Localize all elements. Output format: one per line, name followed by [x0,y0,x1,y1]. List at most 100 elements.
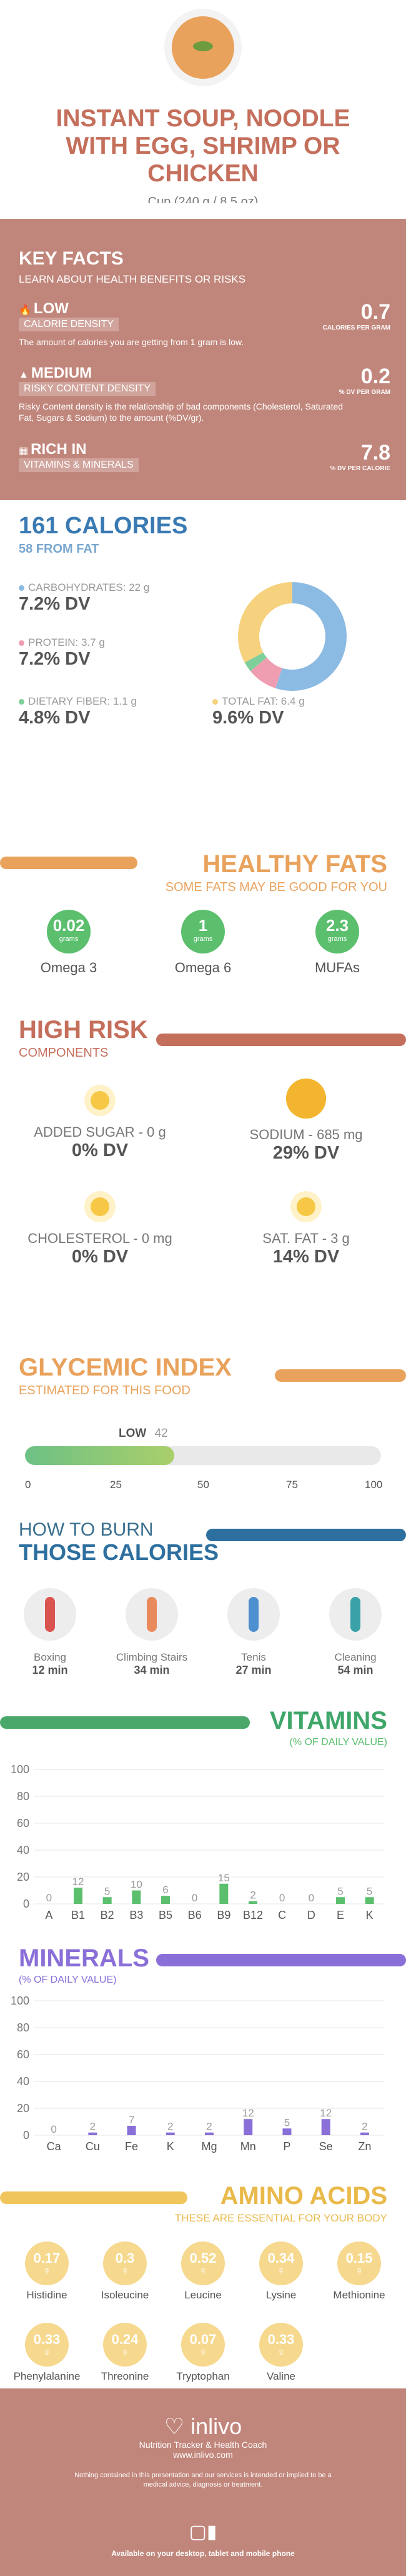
bar-Fe [127,2125,136,2135]
bar-K [166,2132,175,2135]
glycemic-title: GLYCEMIC INDEX [19,1354,232,1381]
bar-value-label: 0 [192,1892,197,1904]
decor-wave [206,1529,406,1541]
amino-value: 0.17 [33,2250,61,2266]
x-tick-label: P [283,2140,290,2153]
bar-Cu [88,2132,97,2135]
rich-in-value: 7.8 [360,441,390,465]
minerals-title: MINERALS [19,1945,149,1972]
y-tick-label: 60 [17,1817,29,1829]
minerals-section: MINERALS (% OF DAILY VALUE) 0 20 40 60 80 100… [0,1945,406,2182]
amino-circle: 0.15 g [337,2241,381,2285]
omega6-circle: 1 grams [181,910,225,953]
x-tick-label: Mg [201,2140,217,2153]
rich-in-row: ▦ RICH IN VITAMINS & MINERALS 7.8% DV PER… [19,441,390,472]
healthy-fats-section: HEALTHY FATS SOME FATS MAY BE GOOD FOR Y… [0,850,406,1016]
fat-dot [212,699,218,705]
added-sugar-item: ADDED SUGAR - 0 g 0% DV [16,1085,184,1161]
amino-value: 0.33 [33,2332,61,2347]
sodium-label: SODIUM - 685 mg [249,1127,363,1142]
glycemic-level: LOW [119,1427,147,1440]
amino-leucine: 0.52 g Leucine [169,2241,237,2302]
bar-value-label: 5 [337,1885,343,1897]
omega3-label: Omega 3 [40,960,97,975]
y-tick-label: 80 [17,1790,29,1803]
bar-value-label: 5 [367,1885,372,1897]
amino-value: 0.52 [189,2250,217,2266]
carbs-dv: 7.2% DV [19,594,91,614]
amino-label: Tryptophan [176,2370,230,2382]
gi-tick-25: 25 [110,1479,122,1491]
amino-value: 0.24 [111,2332,139,2347]
x-tick-label: E [337,1909,344,1921]
sodium-dv: 29% DV [272,1143,340,1163]
y-tick-label: 80 [17,2021,29,2034]
footer-tagline: Nutrition Tracker & Health Coach [139,2440,267,2450]
tennis-label: Tenis [241,1651,266,1663]
stairs-minutes: 34 min [134,1664,170,1676]
calorie-density-level: LOW [33,300,69,317]
amino-unit: g [279,2348,284,2355]
footer-url[interactable]: www.inlivo.com [173,2450,233,2460]
amino-phenylalanine: 0.33 g Phenylalanine [12,2323,81,2383]
bar-value-label: 12 [320,2107,332,2119]
rich-in-level: RICH IN [31,441,87,458]
amino-circle: 0.52 g [181,2241,225,2285]
x-tick-label: Fe [125,2140,138,2153]
amino-tryptophan: 0.07 g Tryptophan [169,2323,237,2383]
amino-label: Isoleucine [101,2289,149,2301]
amino-valine: 0.33 g Valine [247,2323,315,2383]
amino-unit: g [44,2348,49,2355]
bar-P [282,2128,292,2135]
inlivo-logo[interactable]: ♡ inlivo [164,2413,242,2439]
sodium-item: SODIUM - 685 mg 29% DV [222,1079,390,1164]
calorie-density-desc: The amount of calories you are getting f… [19,337,244,347]
calorie-density-value: 0.7 [360,300,390,324]
y-tick-label: 60 [17,2048,29,2061]
x-tick-label: Mn [240,2140,256,2153]
risky-density-label: RISKY CONTENT DENSITY [19,382,156,396]
amino-unit: g [357,2267,362,2274]
fiber-label: DIETARY FIBER: 1.1 g [28,695,137,707]
boxing-minutes: 12 min [32,1664,68,1676]
gi-tick-75: 75 [286,1479,298,1491]
rich-in-label: VITAMINS & MINERALS [19,458,139,472]
omega6-unit: grams [193,935,213,943]
y-tick-label: 100 [11,1995,29,2007]
amino-value: 0.33 [267,2332,295,2347]
smile-icon [290,1191,322,1222]
burn-calories-section: HOW TO BURN THOSE CALORIES Boxing 12 min… [0,1519,406,1707]
x-tick-label: D [307,1909,315,1921]
x-tick-label: K [167,2140,174,2153]
protein-dot [19,640,24,646]
sat-fat-item: SAT. FAT - 3 g 14% DV [222,1191,390,1267]
protein-dv: 7.2% DV [19,649,91,669]
carbs-label: CARBOHYDRATES: 22 g [28,581,150,593]
bar-B12 [249,1901,257,1904]
decor-wave [0,857,137,869]
amino-circle: 0.34 g [259,2241,303,2285]
x-tick-label: Zn [358,2140,371,2153]
amino-title: AMINO ACIDS [220,2182,387,2210]
omega3-unit: grams [59,935,79,943]
cholesterol-dv: 0% DV [71,1247,129,1267]
amino-value: 0.3 [115,2250,135,2266]
burn-title-line1: HOW TO BURN [19,1519,154,1540]
bar-value-label: 10 [131,1879,142,1891]
page-title: INSTANT SOUP, NOODLE WITH EGG, SHRIMP OR… [56,105,350,187]
calorie-density-unit: CALORIES PER GRAM [322,325,390,331]
warning-icon: ▲ [19,370,29,380]
bar-value-label: 5 [284,2116,290,2128]
sat-fat-label: SAT. FAT - 3 g [262,1230,350,1246]
amino-threonine: 0.24 g Threonine [91,2323,159,2383]
high-risk-section: HIGH RISK COMPONENTS ADDED SUGAR - 0 g 0… [0,1016,406,1354]
key-facts-section: KEY FACTS LEARN ABOUT HEALTH BENEFITS OR… [0,219,406,500]
glycemic-subtitle: ESTIMATED FOR THIS FOOD [19,1384,191,1397]
glycemic-value: 42 [154,1427,168,1440]
amino-label: Valine [267,2370,295,2382]
fiber-dot [19,699,24,705]
y-tick-label: 40 [17,1844,29,1856]
stairs-icon [126,1588,178,1641]
x-tick-label: B5 [159,1909,172,1921]
amino-label: Methionine [333,2289,385,2301]
